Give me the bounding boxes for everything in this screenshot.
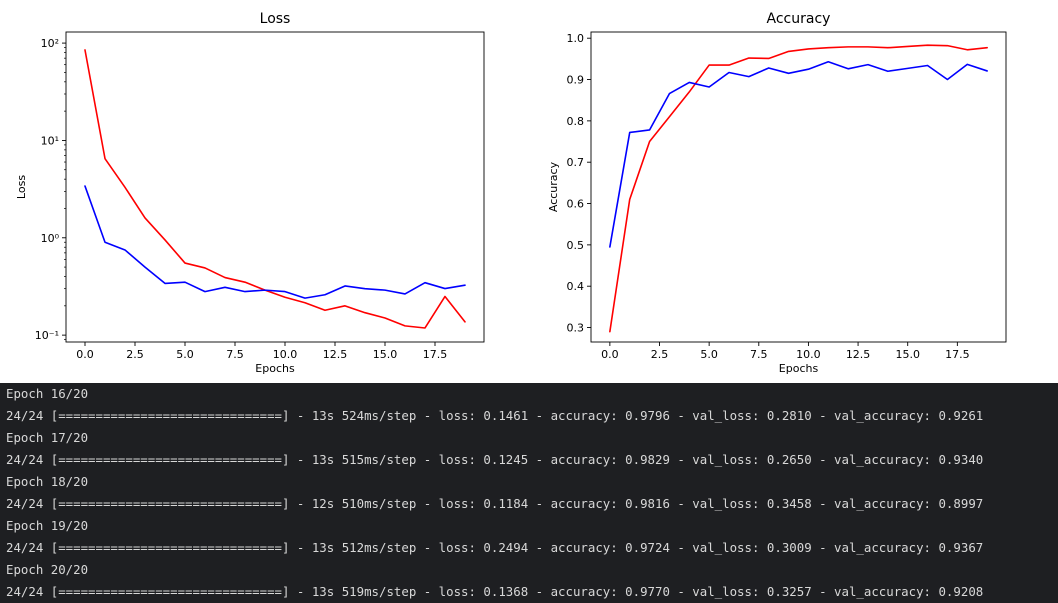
plot-frame (590, 31, 1007, 343)
x-tick-label: 12.5 (323, 348, 348, 361)
y-tick-label: 0.7 (567, 156, 585, 169)
console-line: Epoch 20/20 (6, 562, 89, 577)
y-axis-label: Loss (15, 175, 28, 199)
console-line: 24/24 [==============================] -… (6, 496, 984, 511)
y-axis-label: Accuracy (547, 161, 560, 212)
x-tick-label: 17.5 (423, 348, 448, 361)
y-tick-label: 0.6 (567, 198, 585, 211)
series-line (84, 185, 466, 299)
charts-area: Loss 0.0 2.5 5.0 7.5 10.0 12.5 15.0 17.5 10⁻¹ 10⁰ 1… (15, 11, 1007, 375)
y-tick-label: 0.9 (567, 74, 585, 87)
y-tick-label: 10² (41, 37, 59, 50)
console-line: 24/24 [==============================] -… (6, 452, 984, 467)
x-tick-label: 0.0 (76, 348, 94, 361)
x-tick-label: 0.0 (601, 348, 619, 361)
x-tick-label: 2.5 (651, 348, 669, 361)
x-tick-label: 7.5 (750, 348, 768, 361)
x-axis-label: Epochs (255, 362, 295, 375)
y-tick-label: 1.0 (567, 32, 585, 45)
chart-title: Accuracy (767, 11, 831, 27)
y-tick-label: 10⁻¹ (35, 329, 59, 342)
y-tick-label: 0.5 (567, 239, 585, 252)
x-tick-label: 5.0 (176, 348, 194, 361)
series-line (84, 49, 466, 329)
y-tick-label: 0.4 (567, 280, 585, 293)
x-tick-label: 15.0 (895, 348, 920, 361)
console-line: Epoch 18/20 (6, 474, 89, 489)
x-tick-label: 15.0 (373, 348, 398, 361)
x-tick-label: 10.0 (273, 348, 298, 361)
console-line: 24/24 [==============================] -… (6, 408, 984, 423)
chart-title: Loss (260, 11, 291, 27)
console-line: 24/24 [==============================] -… (6, 584, 984, 599)
series-line (609, 60, 988, 248)
y-tick-label: 0.8 (567, 115, 585, 128)
x-tick-label: 10.0 (796, 348, 821, 361)
y-tick-label: 0.3 (567, 322, 585, 335)
console-line: Epoch 19/20 (6, 518, 89, 533)
console-line: Epoch 17/20 (6, 430, 89, 445)
training-console: Epoch 16/20 24/24 [=====================… (0, 383, 1058, 603)
x-tick-label: 7.5 (226, 348, 244, 361)
x-axis-label: Epochs (779, 362, 819, 375)
series-line (609, 44, 988, 333)
console-line: 24/24 [==============================] -… (6, 540, 984, 555)
charts-figure: Loss 0.0 2.5 5.0 7.5 10.0 12.5 15.0 17.5 10⁻¹ 10⁰ 1… (15, 11, 1007, 375)
x-tick-label: 17.5 (945, 348, 970, 361)
plot-frame (65, 31, 485, 343)
console-line: Epoch 16/20 (6, 386, 89, 401)
y-tick-label: 10⁰ (41, 232, 60, 245)
y-tick-label: 10¹ (41, 134, 59, 147)
x-tick-label: 2.5 (126, 348, 144, 361)
x-tick-label: 5.0 (700, 348, 718, 361)
x-tick-label: 12.5 (846, 348, 871, 361)
